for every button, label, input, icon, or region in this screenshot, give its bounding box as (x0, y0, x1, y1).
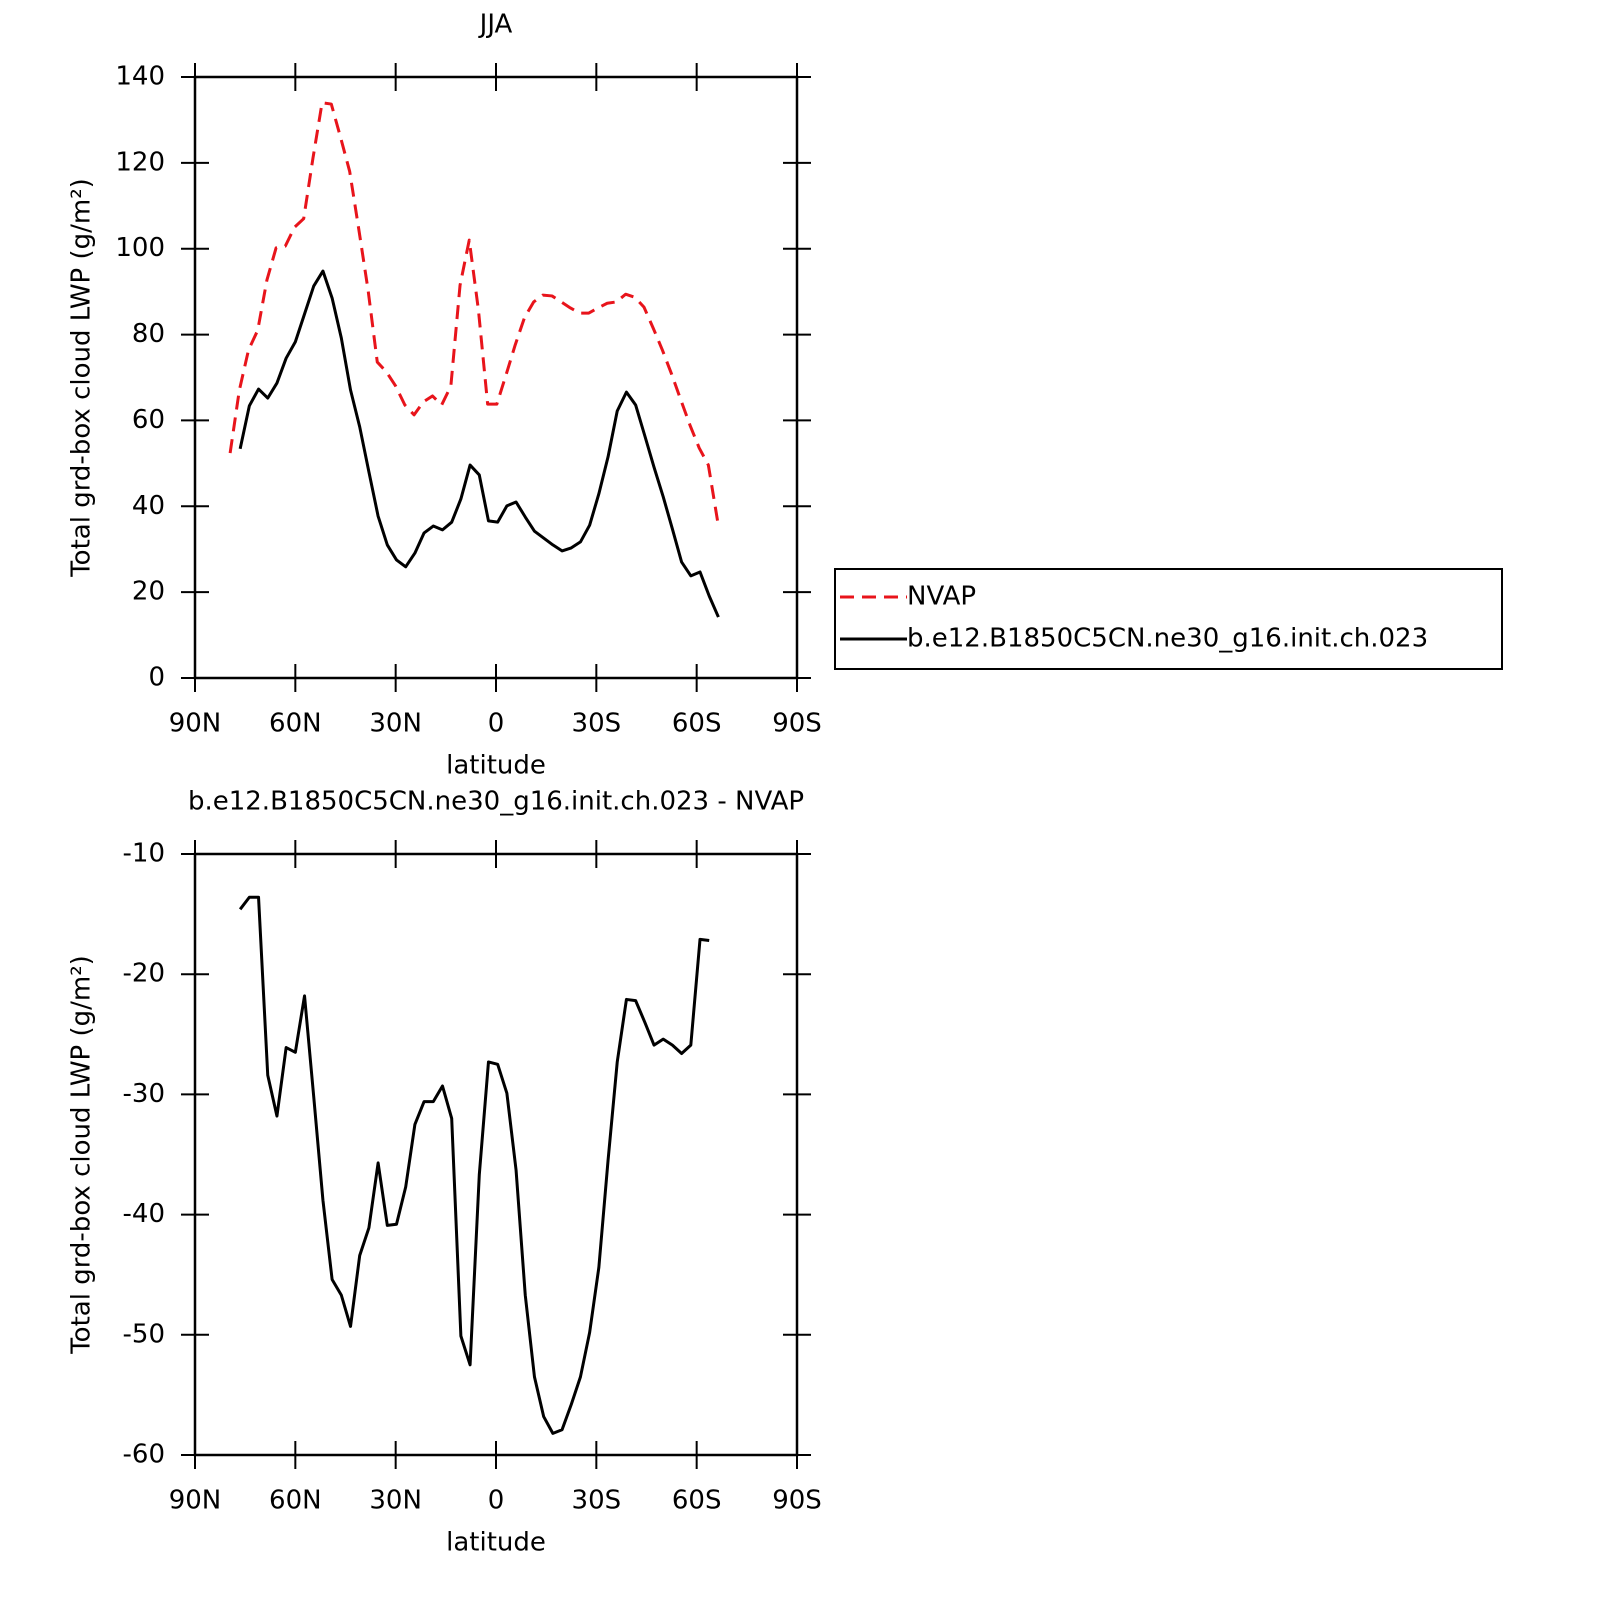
x-tick-label: 60S (672, 1486, 722, 1516)
series-line (238, 269, 720, 618)
legend-box (834, 568, 1503, 670)
chart-panel: JJA latitude Total grd-box cloud LWP (g/m²… (67, 10, 1503, 781)
x-tick-label: 90N (169, 1486, 222, 1516)
y-tick-label: -60 (123, 1440, 165, 1470)
y-tick-label: -10 (123, 839, 165, 869)
plot-frame (193, 852, 799, 1457)
x-tick-label: 60S (672, 709, 722, 739)
x-tick-label: 0 (488, 709, 505, 739)
series-line (238, 895, 710, 1435)
y-tick-label: -50 (123, 1319, 165, 1349)
x-axis-label: latitude (446, 751, 546, 781)
y-tick-label: 140 (115, 62, 165, 92)
x-tick-label: 90S (772, 709, 822, 739)
y-tick-label: 100 (115, 233, 165, 263)
x-tick-label: 30N (369, 709, 422, 739)
x-tick-label: 30S (572, 709, 622, 739)
y-tick-label: -40 (123, 1199, 165, 1229)
y-tick-label: -30 (123, 1079, 165, 1109)
chart-panel: b.e12.B1850C5CN.ne30_g16.init.ch.023 - N… (67, 787, 822, 1558)
x-tick-label: 30S (572, 1486, 622, 1516)
legend-label: b.e12.B1850C5CN.ne30_g16.init.ch.023 (907, 624, 1428, 654)
y-tick-label: 40 (132, 491, 165, 521)
y-tick-label: 80 (132, 319, 165, 349)
x-tick-label: 30N (369, 1486, 422, 1516)
y-tick-label: 120 (115, 147, 165, 177)
x-tick-label: 0 (488, 1486, 505, 1516)
x-tick-label: 90N (169, 709, 222, 739)
x-axis-label: latitude (446, 1528, 546, 1558)
x-tick-label: 90S (772, 1486, 822, 1516)
y-axis-label: Total grd-box cloud LWP (g/m²) (67, 178, 97, 578)
y-tick-label: 0 (148, 663, 165, 693)
x-tick-label: 60N (269, 709, 322, 739)
chart-title: b.e12.B1850C5CN.ne30_g16.init.ch.023 - N… (188, 787, 804, 817)
x-tick-label: 60N (269, 1486, 322, 1516)
plot-frame (193, 75, 799, 680)
series-line (228, 101, 720, 522)
y-tick-label: -20 (123, 959, 165, 989)
legend-label: NVAP (907, 582, 976, 612)
y-axis-label: Total grd-box cloud LWP (g/m²) (67, 955, 97, 1355)
y-tick-label: 20 (132, 577, 165, 607)
y-tick-label: 60 (132, 405, 165, 435)
chart-title: JJA (478, 10, 513, 40)
